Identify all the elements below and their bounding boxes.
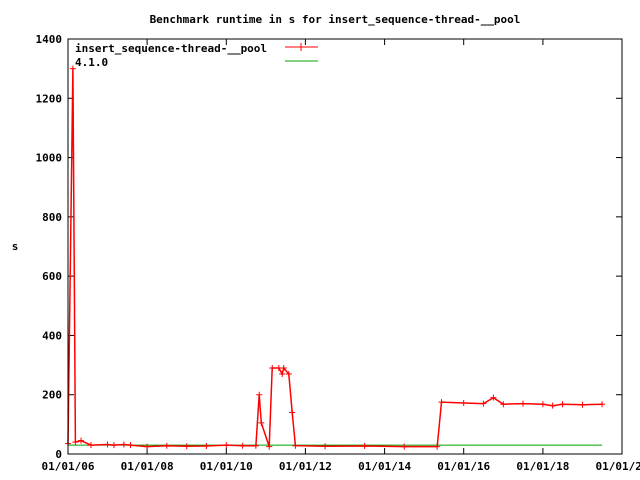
data-point-marker	[460, 400, 467, 407]
y-tick-label: 400	[42, 329, 62, 342]
y-axis-label: s	[12, 240, 19, 253]
y-tick-label: 0	[55, 448, 62, 461]
x-tick-label: 01/01/06	[42, 460, 95, 473]
data-point-marker	[599, 401, 606, 408]
data-point-marker	[269, 365, 276, 372]
data-point-marker	[110, 442, 117, 449]
data-point-marker	[549, 402, 556, 409]
data-point-marker	[292, 442, 299, 449]
data-point-marker	[480, 400, 487, 407]
data-point-marker	[127, 442, 134, 449]
x-tick-label: 01/01/08	[121, 460, 174, 473]
chart-title: Benchmark runtime in s for insert_sequen…	[150, 13, 521, 26]
y-tick-label: 1400	[36, 33, 63, 46]
data-point-marker	[434, 443, 441, 450]
data-point-marker	[519, 400, 526, 407]
x-tick-label: 01/01/10	[200, 460, 253, 473]
y-tick-label: 200	[42, 389, 62, 402]
data-point-marker	[285, 370, 292, 377]
data-point-marker	[87, 442, 94, 449]
axis-ticks: 0 200 400 600 800 1000 1200 1400 01/01/06 01/01/0…	[36, 33, 640, 473]
series-line-insert-sequence	[67, 68, 603, 448]
data-point-marker	[289, 409, 296, 416]
legend-label-0: insert_sequence-thread-__pool	[75, 42, 267, 55]
data-point-marker	[266, 443, 273, 450]
x-tick-label: 01/01/14	[358, 460, 411, 473]
data-point-marker	[203, 442, 210, 449]
x-tick-label: 01/01/16	[437, 460, 490, 473]
plot-frame	[67, 38, 623, 455]
data-point-marker	[559, 401, 566, 408]
data-point-marker	[438, 399, 445, 406]
data-point-marker	[252, 442, 259, 449]
data-point-marker	[322, 443, 329, 450]
plot-area	[65, 65, 606, 450]
legend-label-1: 4.1.0	[75, 56, 108, 69]
data-point-marker	[163, 442, 170, 449]
x-tick-label: 01/01/12	[279, 460, 332, 473]
data-point-marker	[120, 441, 127, 448]
data-point-marker	[279, 370, 286, 377]
x-tick-label: 01/01/20	[596, 460, 640, 473]
data-point-marker	[239, 442, 246, 449]
data-point-marker	[500, 401, 507, 408]
x-tick-label: 01/01/18	[516, 460, 569, 473]
legend: insert_sequence-thread-__pool 4.1.0	[75, 42, 318, 69]
data-point-marker	[539, 401, 546, 408]
y-tick-label: 1000	[36, 152, 63, 165]
data-point-marker	[401, 443, 408, 450]
y-tick-label: 800	[42, 211, 62, 224]
data-point-marker	[490, 394, 497, 401]
data-point-marker	[72, 439, 79, 446]
data-point-marker	[361, 442, 368, 449]
data-point-marker	[78, 437, 85, 444]
data-point-marker	[223, 442, 230, 449]
data-point-marker	[256, 391, 263, 398]
data-point-marker	[144, 443, 151, 450]
data-point-marker	[183, 443, 190, 450]
y-tick-label: 600	[42, 270, 62, 283]
data-point-marker	[69, 65, 76, 72]
y-tick-label: 1200	[36, 92, 63, 105]
data-point-marker	[104, 441, 111, 448]
data-point-marker	[258, 419, 265, 426]
data-point-marker	[280, 365, 287, 372]
data-point-marker	[579, 401, 586, 408]
